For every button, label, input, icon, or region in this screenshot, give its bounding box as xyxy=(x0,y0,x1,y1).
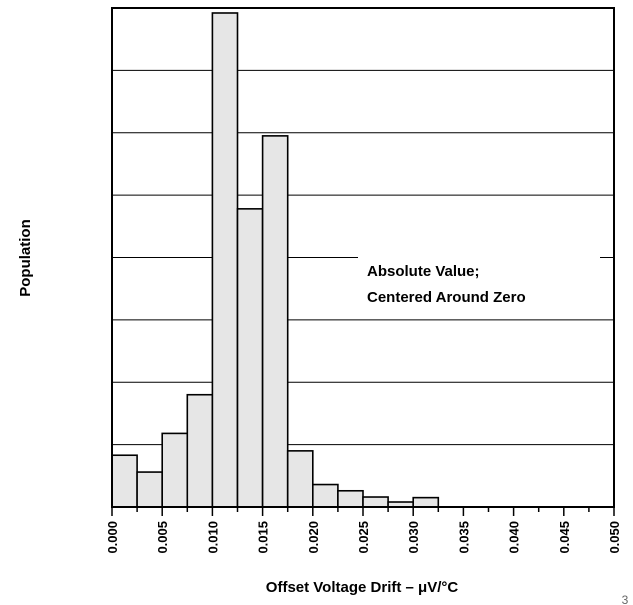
x-tick-label: 0.015 xyxy=(256,521,271,554)
histogram-bar xyxy=(311,483,339,508)
histogram-bar xyxy=(362,496,389,508)
annotation-background xyxy=(358,256,600,314)
histogram-bar xyxy=(161,432,189,508)
x-tick-label: 0.025 xyxy=(356,521,371,554)
annotation-line-1: Absolute Value; xyxy=(367,263,480,280)
histogram-bar xyxy=(211,12,239,508)
x-tick-label: 0.010 xyxy=(205,521,220,554)
x-tick-label: 0.045 xyxy=(557,521,572,554)
x-tick-labels: 0.000 0.005 0.010 0.015 0.020 0.025 0.030 0.035… xyxy=(105,521,622,554)
histogram-bar xyxy=(111,454,138,508)
x-tick-label: 0.030 xyxy=(406,521,421,554)
x-tick-label: 0.005 xyxy=(155,521,170,554)
x-tick-label: 0.020 xyxy=(306,521,321,554)
x-ticks xyxy=(111,507,615,516)
histogram-bar xyxy=(286,450,314,508)
histogram-bar xyxy=(186,393,214,508)
x-tick-label: 0.040 xyxy=(507,521,522,554)
x-tick-label: 0.035 xyxy=(456,521,471,554)
histogram-bar xyxy=(412,496,440,508)
annotation-line-2: Centered Around Zero xyxy=(367,289,526,306)
grid-lines xyxy=(112,69,614,446)
x-tick-label: 0.050 xyxy=(607,521,622,554)
x-tick-label: 0.000 xyxy=(105,521,120,554)
histogram-bar xyxy=(261,135,289,508)
x-axis-title: Offset Voltage Drift – μV/°C xyxy=(266,579,459,596)
histogram-bar xyxy=(337,489,364,508)
y-axis-title: Population xyxy=(17,219,34,297)
bars-group xyxy=(111,12,440,508)
corner-mark: 3 xyxy=(622,593,629,605)
histogram-bar xyxy=(236,208,264,508)
histogram-bar xyxy=(136,471,164,508)
